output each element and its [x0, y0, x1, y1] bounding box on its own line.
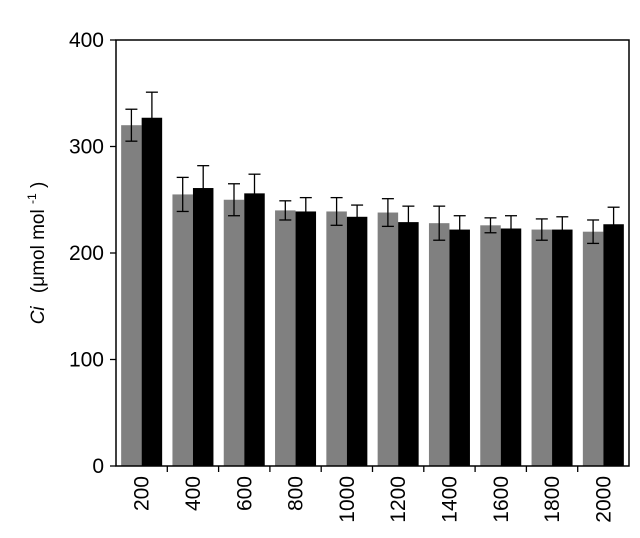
y-axis-label-close: )	[28, 182, 49, 188]
bar-s1-200	[121, 125, 142, 466]
bar-s1-600	[223, 199, 245, 466]
x-tick-label-200: 200	[131, 476, 154, 511]
y-axis-label: Ci (μmol mol -1 )	[20, 182, 49, 325]
bar-s2-600	[244, 193, 265, 467]
bar-s2-2000	[603, 224, 624, 466]
x-tick-label-400: 400	[182, 476, 205, 511]
x-tick-label-1200: 1200	[387, 476, 410, 523]
x-tick-label-600: 600	[233, 476, 256, 511]
y-axis-label-symbol: Ci	[28, 306, 49, 325]
x-tick-label-1000: 1000	[336, 476, 359, 523]
bar-s2-1600	[500, 228, 522, 466]
y-tick-label-300: 300	[69, 136, 104, 159]
chart-marks	[121, 91, 624, 467]
bar-s1-1400	[428, 223, 450, 466]
y-tick-label-400: 400	[69, 29, 104, 52]
bar-s1-1200	[377, 212, 399, 466]
axis-ticks: 200 400 600 800 1000 1200 1400 1600 1800 2000 0 100…	[69, 29, 615, 523]
y-tick-label-100: 100	[69, 349, 104, 372]
bar-s1-1800	[531, 229, 553, 466]
x-tick-label-1600: 1600	[490, 476, 513, 523]
bar-s2-1400	[449, 229, 470, 466]
x-tick-label-1800: 1800	[541, 476, 564, 523]
y-tick-label-0: 0	[92, 455, 104, 478]
x-tick-label-2000: 2000	[592, 476, 615, 523]
bar-s2-800	[295, 211, 317, 466]
bar-s1-2000	[582, 231, 604, 466]
bar-s2-1800	[552, 229, 573, 466]
y-tick-label-200: 200	[69, 242, 104, 265]
bar-s2-200	[141, 117, 163, 467]
x-tick-label-1400: 1400	[438, 476, 461, 523]
bar-s1-1600	[480, 225, 501, 466]
bar-s2-1000	[346, 216, 368, 466]
x-tick-label-800: 800	[285, 476, 308, 511]
bar-s2-1200	[398, 222, 419, 466]
bar-s1-800	[275, 210, 296, 466]
bar-s1-400	[172, 194, 193, 467]
y-axis-label-exponent: -1	[25, 193, 39, 204]
y-axis-label-unit: (μmol mol	[28, 209, 49, 293]
bar-s1-1000	[326, 211, 347, 466]
bar-s2-400	[192, 188, 214, 466]
